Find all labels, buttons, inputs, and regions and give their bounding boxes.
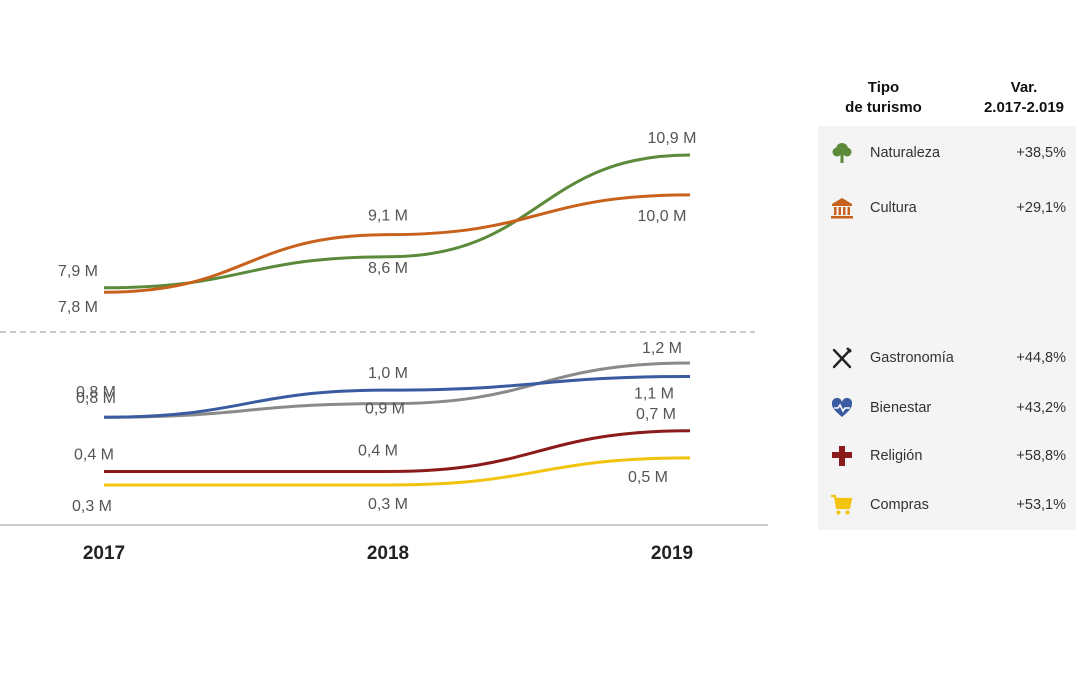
data-label: 0,3 M: [368, 496, 408, 513]
x-tick-label: 2017: [83, 543, 125, 564]
data-label: 9,1 M: [368, 208, 408, 225]
table-row: Cultura +29,1%: [818, 193, 1076, 223]
heart-pulse-icon: [830, 396, 854, 420]
table-row: Compras +53,1%: [818, 490, 1076, 520]
data-label: 1,2 M: [642, 340, 682, 357]
tree-icon: [830, 141, 854, 165]
fork-knife-icon: [830, 346, 854, 370]
row-var: +29,1%: [1016, 200, 1066, 216]
data-label: 7,8 M: [58, 299, 98, 316]
row-name: Compras: [870, 497, 929, 513]
cart-icon: [830, 493, 854, 517]
series-line-naturaleza: [103, 153, 691, 290]
data-label: 7,9 M: [58, 263, 98, 280]
row-name: Cultura: [870, 200, 917, 216]
series-line-gastronomía: [103, 361, 691, 419]
header-var: Var. 2.017-2.019: [968, 78, 1080, 118]
data-label: 0,3 M: [72, 498, 112, 515]
header-tipo-line1: Tipo: [867, 79, 900, 96]
row-var: +58,8%: [1016, 448, 1066, 464]
header-var-line2: 2.017-2.019: [983, 99, 1065, 116]
table-panel-lower: [818, 332, 1076, 530]
header-var-line1: Var.: [1010, 79, 1038, 96]
data-label: 0,8 M: [76, 390, 116, 407]
line-chart: 7,9 M 8,6 M 10,9 M 7,8 M 9,1 M 10,0 M 0,8 M 0,9…: [0, 130, 768, 564]
data-label: 0,4 M: [358, 442, 398, 459]
data-label: 8,6 M: [368, 260, 408, 277]
data-label: 0,7 M: [636, 406, 676, 423]
data-label: 10,0 M: [638, 208, 687, 225]
header-tipo-line2: de turismo: [845, 99, 922, 116]
data-label: 1,0 M: [368, 365, 408, 382]
cross-icon: [830, 444, 854, 468]
row-var: +44,8%: [1016, 350, 1066, 366]
row-var: +43,2%: [1016, 400, 1066, 416]
data-label: 1,1 M: [634, 386, 674, 403]
table-row: Naturaleza +38,5%: [818, 138, 1076, 168]
data-label: 0,5 M: [628, 469, 668, 486]
row-name: Bienestar: [870, 400, 932, 416]
data-label: 0,9 M: [365, 401, 405, 418]
series-line-religión: [103, 429, 691, 473]
series-line-cultura: [103, 193, 691, 294]
table-row: Bienestar +43,2%: [818, 393, 1076, 423]
museum-icon: [830, 196, 854, 220]
series-line-bienestar: [103, 375, 691, 419]
table-row: Religión +58,8%: [818, 441, 1076, 471]
x-tick-label: 2019: [651, 543, 693, 564]
row-name: Naturaleza: [870, 145, 941, 161]
data-label: 0,4 M: [74, 446, 114, 463]
table-row: Gastronomía +44,8%: [818, 343, 1076, 373]
data-label: 10,9 M: [648, 130, 697, 147]
x-tick-label: 2018: [367, 543, 409, 564]
row-var: +53,1%: [1016, 497, 1066, 513]
data-label: 0,8 M: [76, 384, 116, 401]
header-tipo: Tipo de turismo: [826, 78, 941, 118]
row-var: +38,5%: [1016, 145, 1066, 161]
series-line-compras: [104, 456, 691, 487]
row-name: Religión: [870, 448, 923, 464]
row-name: Gastronomía: [870, 350, 954, 366]
